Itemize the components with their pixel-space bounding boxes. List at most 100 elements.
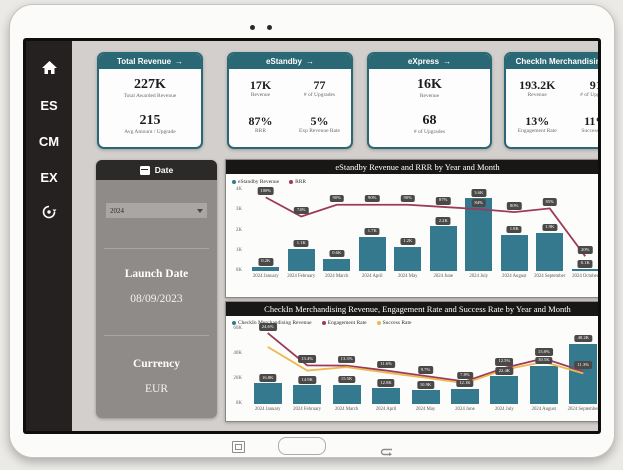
x-axis-label: 2024 March bbox=[325, 274, 349, 279]
sidebar: ES CM EX bbox=[26, 41, 72, 431]
metric-label: Revenue bbox=[527, 91, 547, 98]
bar bbox=[253, 383, 282, 404]
kpi-header-total-revenue[interactable]: Total Revenue → bbox=[99, 54, 201, 69]
x-axis-label: 2024 May bbox=[415, 407, 436, 412]
x-axis-label: 2024 July bbox=[469, 274, 489, 279]
y-axis-tick: 60K bbox=[233, 326, 242, 331]
data-label-badge: 85% bbox=[542, 198, 557, 206]
legend-label: Success Rate bbox=[382, 320, 412, 326]
y-axis-tick: 1K bbox=[235, 247, 242, 253]
metric: 5% Exp Revenue Rate bbox=[299, 115, 340, 134]
data-label-badge: 16.8K bbox=[259, 374, 277, 382]
calendar-icon bbox=[139, 165, 150, 175]
kpi-header-estandby[interactable]: eStandby → bbox=[229, 54, 351, 69]
bar bbox=[252, 266, 280, 271]
year-dropdown[interactable]: 2024 bbox=[106, 203, 207, 218]
data-label-badge: 0.1K bbox=[577, 259, 593, 268]
legend-dot bbox=[232, 321, 236, 325]
y-axis-tick: 20K bbox=[233, 376, 242, 381]
metric-value: 11% bbox=[584, 114, 598, 129]
kpi-header-checkin-merchandising[interactable]: CheckIn Merchandising → bbox=[506, 54, 598, 69]
kpi-header-express[interactable]: eXpress → bbox=[369, 54, 490, 69]
legend-item[interactable]: CheckIn Merchandising Revenue bbox=[232, 320, 312, 326]
metric: 17K Revenue bbox=[250, 79, 271, 98]
metric-label: # of Upgrades bbox=[580, 91, 598, 98]
sidebar-item-history[interactable] bbox=[26, 195, 72, 231]
legend-item[interactable]: Success Rate bbox=[376, 320, 412, 326]
kpi-title: eStandby bbox=[265, 57, 302, 66]
metric-label: Avg Amount / Upgrade bbox=[124, 128, 176, 135]
metric-value: 215 bbox=[139, 113, 161, 129]
metric-value: 68 bbox=[422, 113, 437, 129]
line-series bbox=[267, 332, 584, 385]
metric-value: 17K bbox=[249, 78, 272, 93]
data-label-badge: 30.5K bbox=[535, 356, 553, 365]
data-label-badge: 0.2K bbox=[258, 257, 274, 266]
legend-item[interactable]: eStandby Revenue bbox=[232, 179, 279, 185]
data-label-badge: 22.4K bbox=[495, 367, 514, 375]
data-label-badge: 14.9K bbox=[298, 376, 316, 384]
metric: 87% RRR bbox=[249, 115, 273, 134]
divider bbox=[104, 335, 209, 336]
x-axis-label: 2024 April bbox=[375, 407, 397, 412]
data-label-badge: 80% bbox=[507, 202, 522, 210]
data-label-badge: 7.8% bbox=[457, 371, 473, 380]
data-label-badge: 12.5% bbox=[495, 357, 514, 366]
data-label-badge: 11.6% bbox=[377, 360, 395, 369]
chart-checkin-merchandising: CheckIn Merchandising Revenue, Engagemen… bbox=[225, 301, 598, 422]
data-label-badge: 100% bbox=[257, 187, 275, 195]
bar bbox=[287, 248, 315, 271]
metric: 68 # of Upgrades bbox=[414, 114, 445, 135]
y-axis: 60K 40K 20K 0K bbox=[226, 326, 245, 406]
legend-item[interactable]: RRR bbox=[289, 179, 306, 185]
recents-button[interactable] bbox=[232, 441, 245, 453]
x-axis-label: 2024 August bbox=[502, 274, 527, 279]
x-axis-label: 2024 September bbox=[534, 274, 566, 279]
chevron-down-icon bbox=[197, 208, 203, 213]
metric-label: # of Upgrades bbox=[413, 128, 446, 135]
main-area: Total Revenue → 227K Total Awarded Reven… bbox=[72, 41, 598, 431]
bar bbox=[490, 376, 519, 404]
metric-value: 13% bbox=[525, 114, 550, 129]
plot-area: 16.8K 14.9K 15.5K 12.8K 10.9K 12.1K 22.4K 30.5K… bbox=[248, 323, 598, 404]
data-label-badge: 90% bbox=[329, 194, 344, 203]
legend-item[interactable]: Engagement Rate bbox=[321, 320, 367, 326]
camera-dot bbox=[250, 25, 255, 30]
home-button[interactable] bbox=[278, 437, 326, 455]
data-label-badge: 74% bbox=[294, 206, 309, 215]
metric-label: Exp Revenue Rate bbox=[299, 127, 340, 134]
sidebar-item-home[interactable] bbox=[26, 51, 72, 87]
date-panel-title: Date bbox=[154, 165, 174, 175]
launch-date-label: Launch Date bbox=[124, 268, 189, 280]
legend-label: Engagement Rate bbox=[327, 320, 367, 326]
data-label-badge: 9.7% bbox=[417, 366, 434, 374]
data-label-badge: 20% bbox=[578, 246, 593, 254]
sidebar-item-ex[interactable]: EX bbox=[40, 169, 58, 185]
metric: 16K Revenue bbox=[417, 78, 442, 99]
bar bbox=[529, 365, 558, 404]
x-axis-label: 2024 February bbox=[287, 274, 316, 279]
metric-label: Revenue bbox=[419, 92, 440, 99]
metric-label: RRR bbox=[254, 127, 266, 134]
bar bbox=[323, 258, 351, 271]
date-panel-header: Date bbox=[96, 160, 217, 180]
data-label-badge: 15.5K bbox=[337, 375, 356, 384]
sidebar-item-cm[interactable]: CM bbox=[38, 133, 60, 149]
metric-value: 227K bbox=[134, 77, 166, 93]
kpi-card-checkin-merchandising: CheckIn Merchandising → 193.2K Revenue 9… bbox=[504, 52, 598, 149]
currency-value: EUR bbox=[145, 383, 168, 395]
kpi-title: CheckIn Merchandising bbox=[515, 57, 598, 66]
back-button[interactable] bbox=[380, 443, 393, 456]
x-axis-label: 2024 March bbox=[334, 407, 359, 412]
data-label-badge: 13.4% bbox=[298, 355, 317, 363]
data-label-badge: 87% bbox=[436, 196, 451, 205]
bar bbox=[358, 236, 386, 271]
chart-estandby-revenue-rrr: eStandby Revenue and RRR by Year and Mon… bbox=[225, 159, 598, 298]
chart-legend: CheckIn Merchandising Revenue Engagement … bbox=[232, 318, 411, 328]
legend-label: eStandby Revenue bbox=[238, 179, 280, 185]
sidebar-item-es[interactable]: ES bbox=[40, 97, 58, 113]
arrow-right-icon: → bbox=[175, 57, 184, 66]
x-axis: 2024 January 2024 February 2024 March 2024 … bbox=[248, 406, 598, 419]
metric: 193.2K Revenue bbox=[519, 79, 555, 98]
x-axis-label: 2024 June bbox=[455, 407, 475, 412]
